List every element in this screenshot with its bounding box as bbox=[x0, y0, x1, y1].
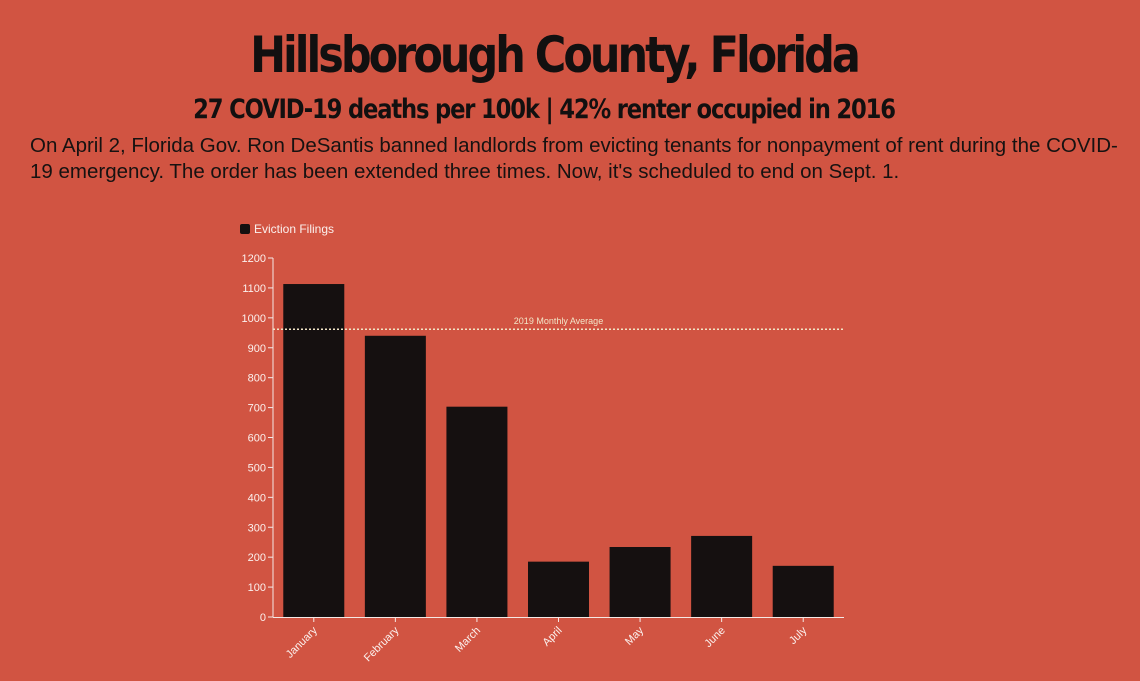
eviction-bar-chart: Eviction Filings 0 100 200 300 400 500 600 700 8… bbox=[240, 222, 844, 664]
y-tick-label: 300 bbox=[248, 522, 266, 534]
y-axis: 0 100 200 300 400 500 600 700 800 900 1000 1100 1200 bbox=[242, 253, 274, 624]
legend-swatch bbox=[240, 224, 250, 234]
reference-line-label: 2019 Monthly Average bbox=[514, 316, 603, 326]
bar-february bbox=[364, 335, 426, 617]
bar-june bbox=[691, 535, 753, 617]
y-tick-label: 200 bbox=[248, 552, 266, 564]
y-tick-label: 100 bbox=[248, 582, 266, 594]
y-tick-label: 1200 bbox=[242, 253, 266, 265]
x-tick-label: February bbox=[362, 624, 402, 664]
y-tick-label: 0 bbox=[260, 612, 266, 624]
y-tick-label: 400 bbox=[248, 492, 266, 504]
bar-march bbox=[446, 406, 508, 617]
bar-may bbox=[609, 546, 671, 617]
reference-line-group: 2019 Monthly Average bbox=[273, 316, 844, 330]
y-tick-label: 800 bbox=[248, 373, 266, 385]
x-tick-label: March bbox=[453, 625, 483, 655]
y-tick-label: 900 bbox=[248, 343, 266, 355]
y-tick-label: 1100 bbox=[242, 283, 266, 295]
bar-april bbox=[528, 561, 589, 617]
x-axis: January February March April May June July bbox=[273, 617, 844, 664]
page-title: Hillsborough County, Florida bbox=[250, 26, 861, 84]
bar-january bbox=[283, 284, 345, 617]
x-tick-label: July bbox=[787, 624, 810, 647]
intro-paragraph: On April 2, Florida Gov. Ron DeSantis ba… bbox=[30, 134, 1118, 183]
legend-label: Eviction Filings bbox=[254, 222, 334, 236]
x-tick-label: May bbox=[623, 624, 647, 648]
page-subtitle: 27 COVID-19 deaths per 100k | 42% renter… bbox=[193, 94, 896, 125]
bar-series bbox=[283, 284, 834, 617]
y-tick-label: 500 bbox=[248, 462, 266, 474]
x-tick-label: April bbox=[541, 625, 565, 649]
y-tick-label: 700 bbox=[248, 403, 266, 415]
chart-legend: Eviction Filings bbox=[240, 222, 334, 236]
x-tick-label: June bbox=[702, 625, 727, 650]
y-tick-label: 600 bbox=[248, 433, 266, 445]
x-tick-label: January bbox=[284, 624, 321, 661]
bar-july bbox=[772, 565, 834, 617]
y-tick-label: 1000 bbox=[242, 313, 266, 325]
